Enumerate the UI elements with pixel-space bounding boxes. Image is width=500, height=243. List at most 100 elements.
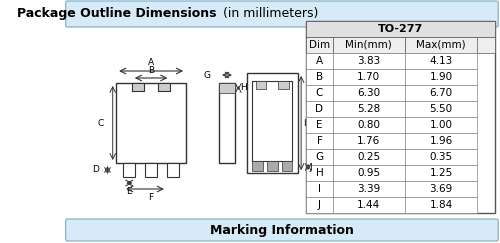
Text: 6.70: 6.70: [430, 88, 452, 98]
Bar: [219, 83, 235, 93]
Text: 1.44: 1.44: [357, 200, 380, 210]
Bar: [306, 181, 332, 197]
Bar: [405, 197, 477, 213]
Text: F: F: [316, 136, 322, 146]
Text: 5.50: 5.50: [430, 104, 452, 114]
Text: A: A: [148, 58, 154, 67]
Bar: [306, 85, 332, 101]
Text: TO-277: TO-277: [378, 24, 423, 34]
Bar: [405, 133, 477, 149]
Bar: [282, 161, 292, 171]
Text: 1.84: 1.84: [430, 200, 452, 210]
Bar: [306, 37, 332, 53]
Text: 6.30: 6.30: [357, 88, 380, 98]
Bar: [116, 83, 186, 163]
Text: C: C: [316, 88, 323, 98]
Bar: [123, 163, 136, 177]
Text: D: D: [92, 165, 99, 174]
Bar: [332, 197, 405, 213]
Text: 5.28: 5.28: [357, 104, 380, 114]
Text: B: B: [316, 72, 323, 82]
Bar: [332, 101, 405, 117]
Text: 0.35: 0.35: [430, 152, 452, 162]
Bar: [252, 81, 292, 161]
FancyBboxPatch shape: [66, 219, 498, 241]
Text: 1.25: 1.25: [430, 168, 452, 178]
Text: H: H: [240, 84, 247, 93]
Text: 1.90: 1.90: [430, 72, 452, 82]
Text: C: C: [98, 119, 104, 128]
Bar: [405, 165, 477, 181]
Bar: [405, 37, 477, 53]
Text: D: D: [316, 104, 324, 114]
Bar: [256, 81, 266, 89]
Text: (in millimeters): (in millimeters): [219, 8, 318, 20]
Text: 3.39: 3.39: [357, 184, 380, 194]
Bar: [405, 117, 477, 133]
Bar: [332, 53, 405, 69]
Text: A: A: [316, 56, 323, 66]
Text: 1.96: 1.96: [430, 136, 452, 146]
Text: G: G: [204, 70, 210, 79]
Text: I: I: [318, 184, 321, 194]
Bar: [306, 37, 495, 53]
Bar: [247, 73, 298, 173]
Text: I: I: [303, 119, 306, 128]
Bar: [332, 133, 405, 149]
Bar: [332, 117, 405, 133]
Text: Min(mm): Min(mm): [346, 40, 392, 50]
Text: F: F: [148, 193, 154, 202]
Bar: [332, 69, 405, 85]
Bar: [306, 165, 332, 181]
Text: 0.80: 0.80: [357, 120, 380, 130]
Bar: [158, 83, 170, 91]
Bar: [306, 117, 332, 133]
Text: Package Outline Dimensions: Package Outline Dimensions: [17, 8, 216, 20]
Text: J: J: [310, 164, 312, 173]
Bar: [167, 163, 179, 177]
Bar: [405, 85, 477, 101]
Bar: [332, 165, 405, 181]
Bar: [332, 85, 405, 101]
Bar: [132, 83, 144, 91]
Bar: [306, 149, 332, 165]
Bar: [145, 163, 157, 177]
Bar: [332, 181, 405, 197]
Bar: [405, 69, 477, 85]
Bar: [306, 21, 495, 37]
Bar: [306, 133, 332, 149]
Text: G: G: [316, 152, 324, 162]
Bar: [306, 53, 332, 69]
Bar: [306, 69, 332, 85]
Text: E: E: [126, 187, 132, 196]
Bar: [405, 149, 477, 165]
Bar: [219, 83, 235, 163]
Bar: [405, 181, 477, 197]
Text: 1.76: 1.76: [357, 136, 380, 146]
Text: 3.69: 3.69: [430, 184, 452, 194]
Text: Dim: Dim: [309, 40, 330, 50]
Text: B: B: [148, 66, 154, 75]
Bar: [252, 161, 262, 171]
Bar: [332, 37, 405, 53]
Text: J: J: [318, 200, 321, 210]
Bar: [267, 161, 278, 171]
Bar: [405, 101, 477, 117]
Bar: [332, 149, 405, 165]
Bar: [278, 81, 289, 89]
Text: 0.95: 0.95: [357, 168, 380, 178]
Text: 3.83: 3.83: [357, 56, 380, 66]
Text: 1.00: 1.00: [430, 120, 452, 130]
Text: H: H: [316, 168, 324, 178]
Bar: [306, 101, 332, 117]
Text: 1.70: 1.70: [357, 72, 380, 82]
FancyBboxPatch shape: [66, 1, 498, 27]
Bar: [405, 53, 477, 69]
Bar: [306, 197, 332, 213]
Text: 4.13: 4.13: [430, 56, 452, 66]
Text: Marking Information: Marking Information: [210, 224, 354, 236]
Text: Max(mm): Max(mm): [416, 40, 466, 50]
Bar: [306, 21, 495, 213]
Text: E: E: [316, 120, 322, 130]
Text: 0.25: 0.25: [357, 152, 380, 162]
